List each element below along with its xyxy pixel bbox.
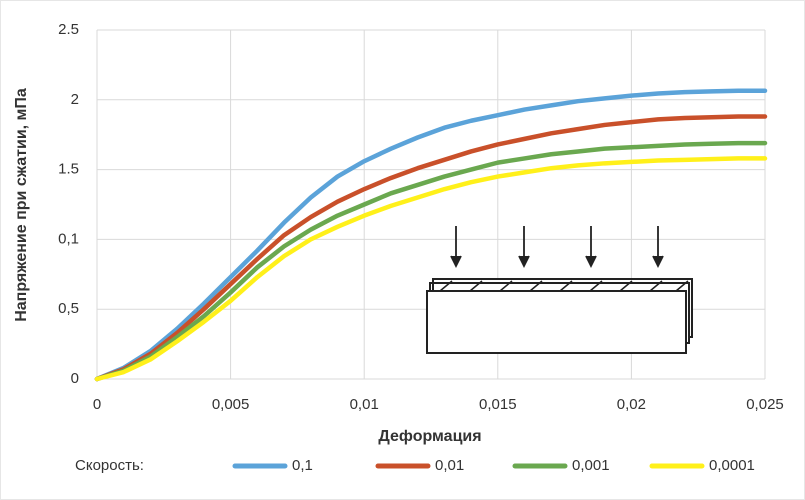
plot-area [94, 29, 768, 382]
series-line [94, 114, 768, 382]
legend-label: 0,001 [572, 457, 610, 474]
series-line [94, 140, 768, 382]
y-tick-label: 2 [71, 91, 79, 108]
specimen-diagram [426, 226, 693, 354]
legend-label: 0,01 [435, 457, 464, 474]
x-tick-label: 0,02 [617, 396, 646, 413]
x-tick-label: 0 [93, 396, 101, 413]
y-axis-label: Напряжение при сжатии, мПа [13, 88, 30, 322]
y-tick-label: 2.5 [58, 21, 79, 38]
y-tick-label: 0,5 [58, 300, 79, 317]
legend-label: 0,1 [292, 457, 313, 474]
legend-title: Скорость: [75, 457, 144, 474]
y-tick-label: 0,1 [58, 230, 79, 247]
x-tick-label: 0,005 [212, 396, 250, 413]
x-tick-label: 0,025 [746, 396, 784, 413]
x-tick-label: 0,01 [350, 396, 379, 413]
series-line [94, 156, 768, 382]
y-tick-label: 1.5 [58, 161, 79, 178]
x-axis-label: Деформация [378, 428, 481, 445]
y-tick-label: 0 [71, 370, 79, 387]
legend-label: 0,0001 [709, 457, 755, 474]
series-line [94, 88, 768, 382]
x-tick-label: 0,015 [479, 396, 517, 413]
